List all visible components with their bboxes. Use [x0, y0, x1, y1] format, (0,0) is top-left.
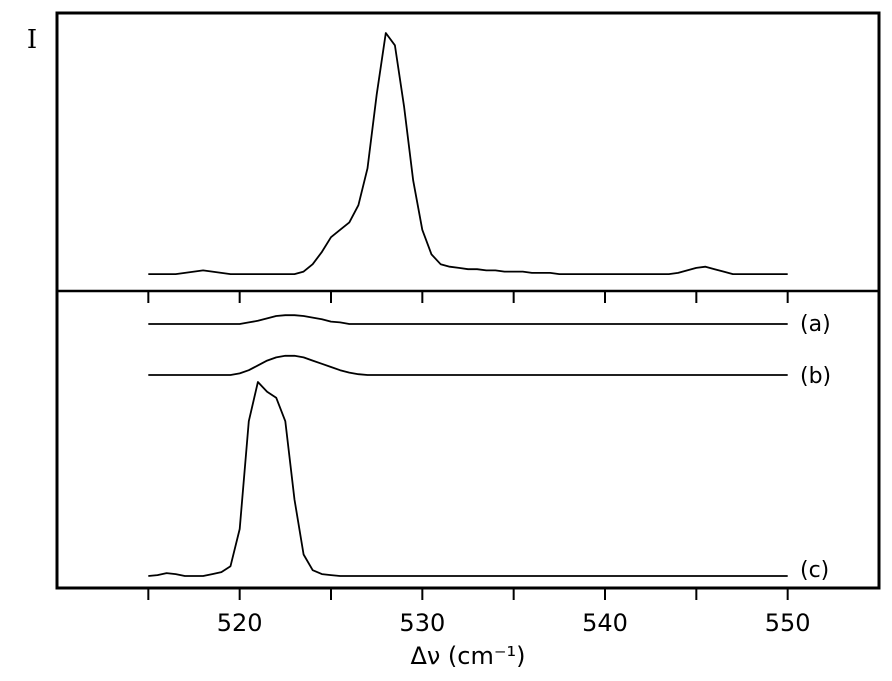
- y-axis-label: I: [27, 25, 37, 55]
- series-b-line: [148, 354, 788, 376]
- x-tick-label-540: 540: [582, 609, 628, 637]
- plot-frame: [55, 11, 881, 590]
- x-tick-labels: 520 530 540 550: [217, 609, 811, 637]
- series-c-line: [148, 381, 788, 577]
- series-c-label: (c): [800, 558, 829, 583]
- x-axis-label: Δν (cm⁻¹): [410, 642, 525, 670]
- x-tick-label-520: 520: [217, 609, 263, 637]
- bottom-panel-ticks: [147, 588, 789, 600]
- series-b-label: (b): [800, 364, 831, 389]
- top-panel-ticks: [147, 291, 789, 303]
- series-a-label: (a): [800, 312, 831, 337]
- x-tick-label-530: 530: [399, 609, 445, 637]
- x-tick-label-550: 550: [765, 609, 811, 637]
- top-spectrum-line: [148, 32, 788, 275]
- series-a-line: [148, 314, 788, 325]
